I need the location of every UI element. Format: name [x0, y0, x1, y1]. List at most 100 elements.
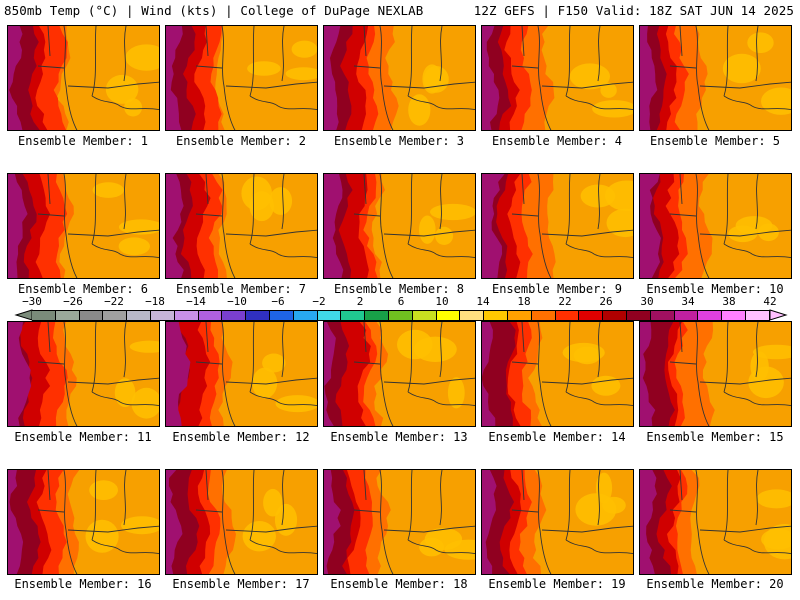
ensemble-member-map [323, 321, 476, 427]
ensemble-member-label: Ensemble Member: 8 [333, 282, 465, 296]
ensemble-member-map [323, 469, 476, 575]
ensemble-member-map [639, 173, 792, 279]
ensemble-member-map [7, 173, 160, 279]
colorbar-tick-label: 2 [356, 295, 364, 308]
colorbar-tick-label: 34 [681, 295, 695, 308]
colorbar-tick-label: 42 [763, 295, 777, 308]
temperature-field [8, 322, 159, 426]
colorbar-segment [246, 311, 270, 320]
colorbar-tick-label: 18 [517, 295, 531, 308]
ensemble-member-label: Ensemble Member: 5 [649, 134, 781, 148]
colorbar-tick-label: 6 [397, 295, 405, 308]
temperature-colorbar: −30 −26 −22 −18 −14 −10 −6 −2 2 6 10 14 18 22 26 30 34 38… [12, 295, 788, 322]
temperature-field [8, 26, 159, 130]
temperature-field [640, 470, 791, 574]
colorbar-segment [174, 311, 199, 320]
colorbar-segment [507, 311, 532, 320]
colorbar-segment [388, 311, 413, 320]
colorbar-tick-label: 22 [558, 295, 572, 308]
colorbar-segment [460, 311, 485, 320]
ensemble-member-map [639, 25, 792, 131]
ensemble-member-label: Ensemble Member: 9 [491, 282, 623, 296]
colorbar-tick-label: −18 [145, 295, 165, 308]
colorbar-segment [317, 311, 342, 320]
temperature-field [482, 470, 633, 574]
temperature-field [166, 26, 317, 130]
colorbar-segment [412, 311, 437, 320]
colorbar-segment [531, 311, 556, 320]
colorbar-segment [626, 311, 651, 320]
ensemble-member-map [481, 469, 634, 575]
temperature-field [324, 26, 475, 130]
ensemble-member-label: Ensemble Member: 13 [330, 430, 468, 444]
colorbar-tick-label: −10 [227, 295, 247, 308]
ensemble-member-map [165, 173, 318, 279]
temperature-field [640, 174, 791, 278]
ensemble-member-label: Ensemble Member: 18 [330, 577, 468, 591]
ensemble-member-map [165, 469, 318, 575]
ensemble-member-label: Ensemble Member: 17 [172, 577, 310, 591]
colorbar-segment [745, 311, 770, 320]
ensemble-member-label: Ensemble Member: 19 [488, 577, 626, 591]
colorbar-segment [722, 311, 746, 320]
colorbar-segment [555, 311, 580, 320]
colorbar-segment [436, 311, 461, 320]
ensemble-member-label: Ensemble Member: 12 [172, 430, 310, 444]
ensemble-member-label: Ensemble Member: 3 [333, 134, 465, 148]
temperature-field [324, 322, 475, 426]
colorbar-tick-label: 30 [640, 295, 654, 308]
colorbar-segment [579, 311, 604, 320]
ensemble-member-label: Ensemble Member: 2 [175, 134, 307, 148]
ensemble-member-label: Ensemble Member: 15 [646, 430, 784, 444]
temperature-field [482, 174, 633, 278]
colorbar-segment [150, 311, 175, 320]
colorbar-tick-label: 10 [435, 295, 449, 308]
colorbar-tick-label: −26 [63, 295, 83, 308]
ensemble-member-map [481, 25, 634, 131]
colorbar-tick-label: −14 [186, 295, 206, 308]
ensemble-member-map [165, 321, 318, 427]
ensemble-member-map [323, 25, 476, 131]
colorbar-tick-label: 26 [599, 295, 613, 308]
ensemble-member-map [639, 321, 792, 427]
colorbar-segment [32, 311, 56, 320]
ensemble-member-label: Ensemble Member: 1 [17, 134, 149, 148]
colorbar-segment [293, 311, 318, 320]
ensemble-member-map [481, 321, 634, 427]
ensemble-member-map [323, 173, 476, 279]
colorbar-segment [365, 311, 389, 320]
colorbar-segment [198, 311, 223, 320]
colorbar-segment [603, 311, 627, 320]
temperature-field [8, 470, 159, 574]
ensemble-member-map [7, 25, 160, 131]
colorbar-segment [269, 311, 294, 320]
colorbar-bar [32, 310, 770, 321]
colorbar-segment [341, 311, 366, 320]
colorbar-segment [674, 311, 699, 320]
colorbar-segment [103, 311, 128, 320]
ensemble-member-map [165, 25, 318, 131]
ensemble-member-label: Ensemble Member: 4 [491, 134, 623, 148]
colorbar-tick-label: −22 [104, 295, 124, 308]
colorbar-end-arrow [769, 309, 788, 321]
temperature-field [640, 26, 791, 130]
ensemble-member-label: Ensemble Member: 20 [646, 577, 784, 591]
temperature-field [640, 322, 791, 426]
colorbar-end-arrow [14, 309, 33, 321]
ensemble-member-map [7, 321, 160, 427]
colorbar-segment [222, 311, 247, 320]
colorbar-tick-label: 38 [722, 295, 736, 308]
temperature-field [324, 174, 475, 278]
map-title: 850mb Temp (°C) | Wind (kts) | College o… [4, 3, 424, 18]
temperature-field [8, 174, 159, 278]
colorbar-segment [127, 311, 151, 320]
ensemble-member-label: Ensemble Member: 16 [14, 577, 152, 591]
ensemble-member-label: Ensemble Member: 14 [488, 430, 626, 444]
temperature-field [166, 174, 317, 278]
temperature-field [482, 322, 633, 426]
ensemble-member-label: Ensemble Member: 10 [646, 282, 784, 296]
temperature-field [324, 470, 475, 574]
ensemble-member-label: Ensemble Member: 6 [17, 282, 149, 296]
temperature-field [482, 26, 633, 130]
colorbar-segment [55, 311, 80, 320]
